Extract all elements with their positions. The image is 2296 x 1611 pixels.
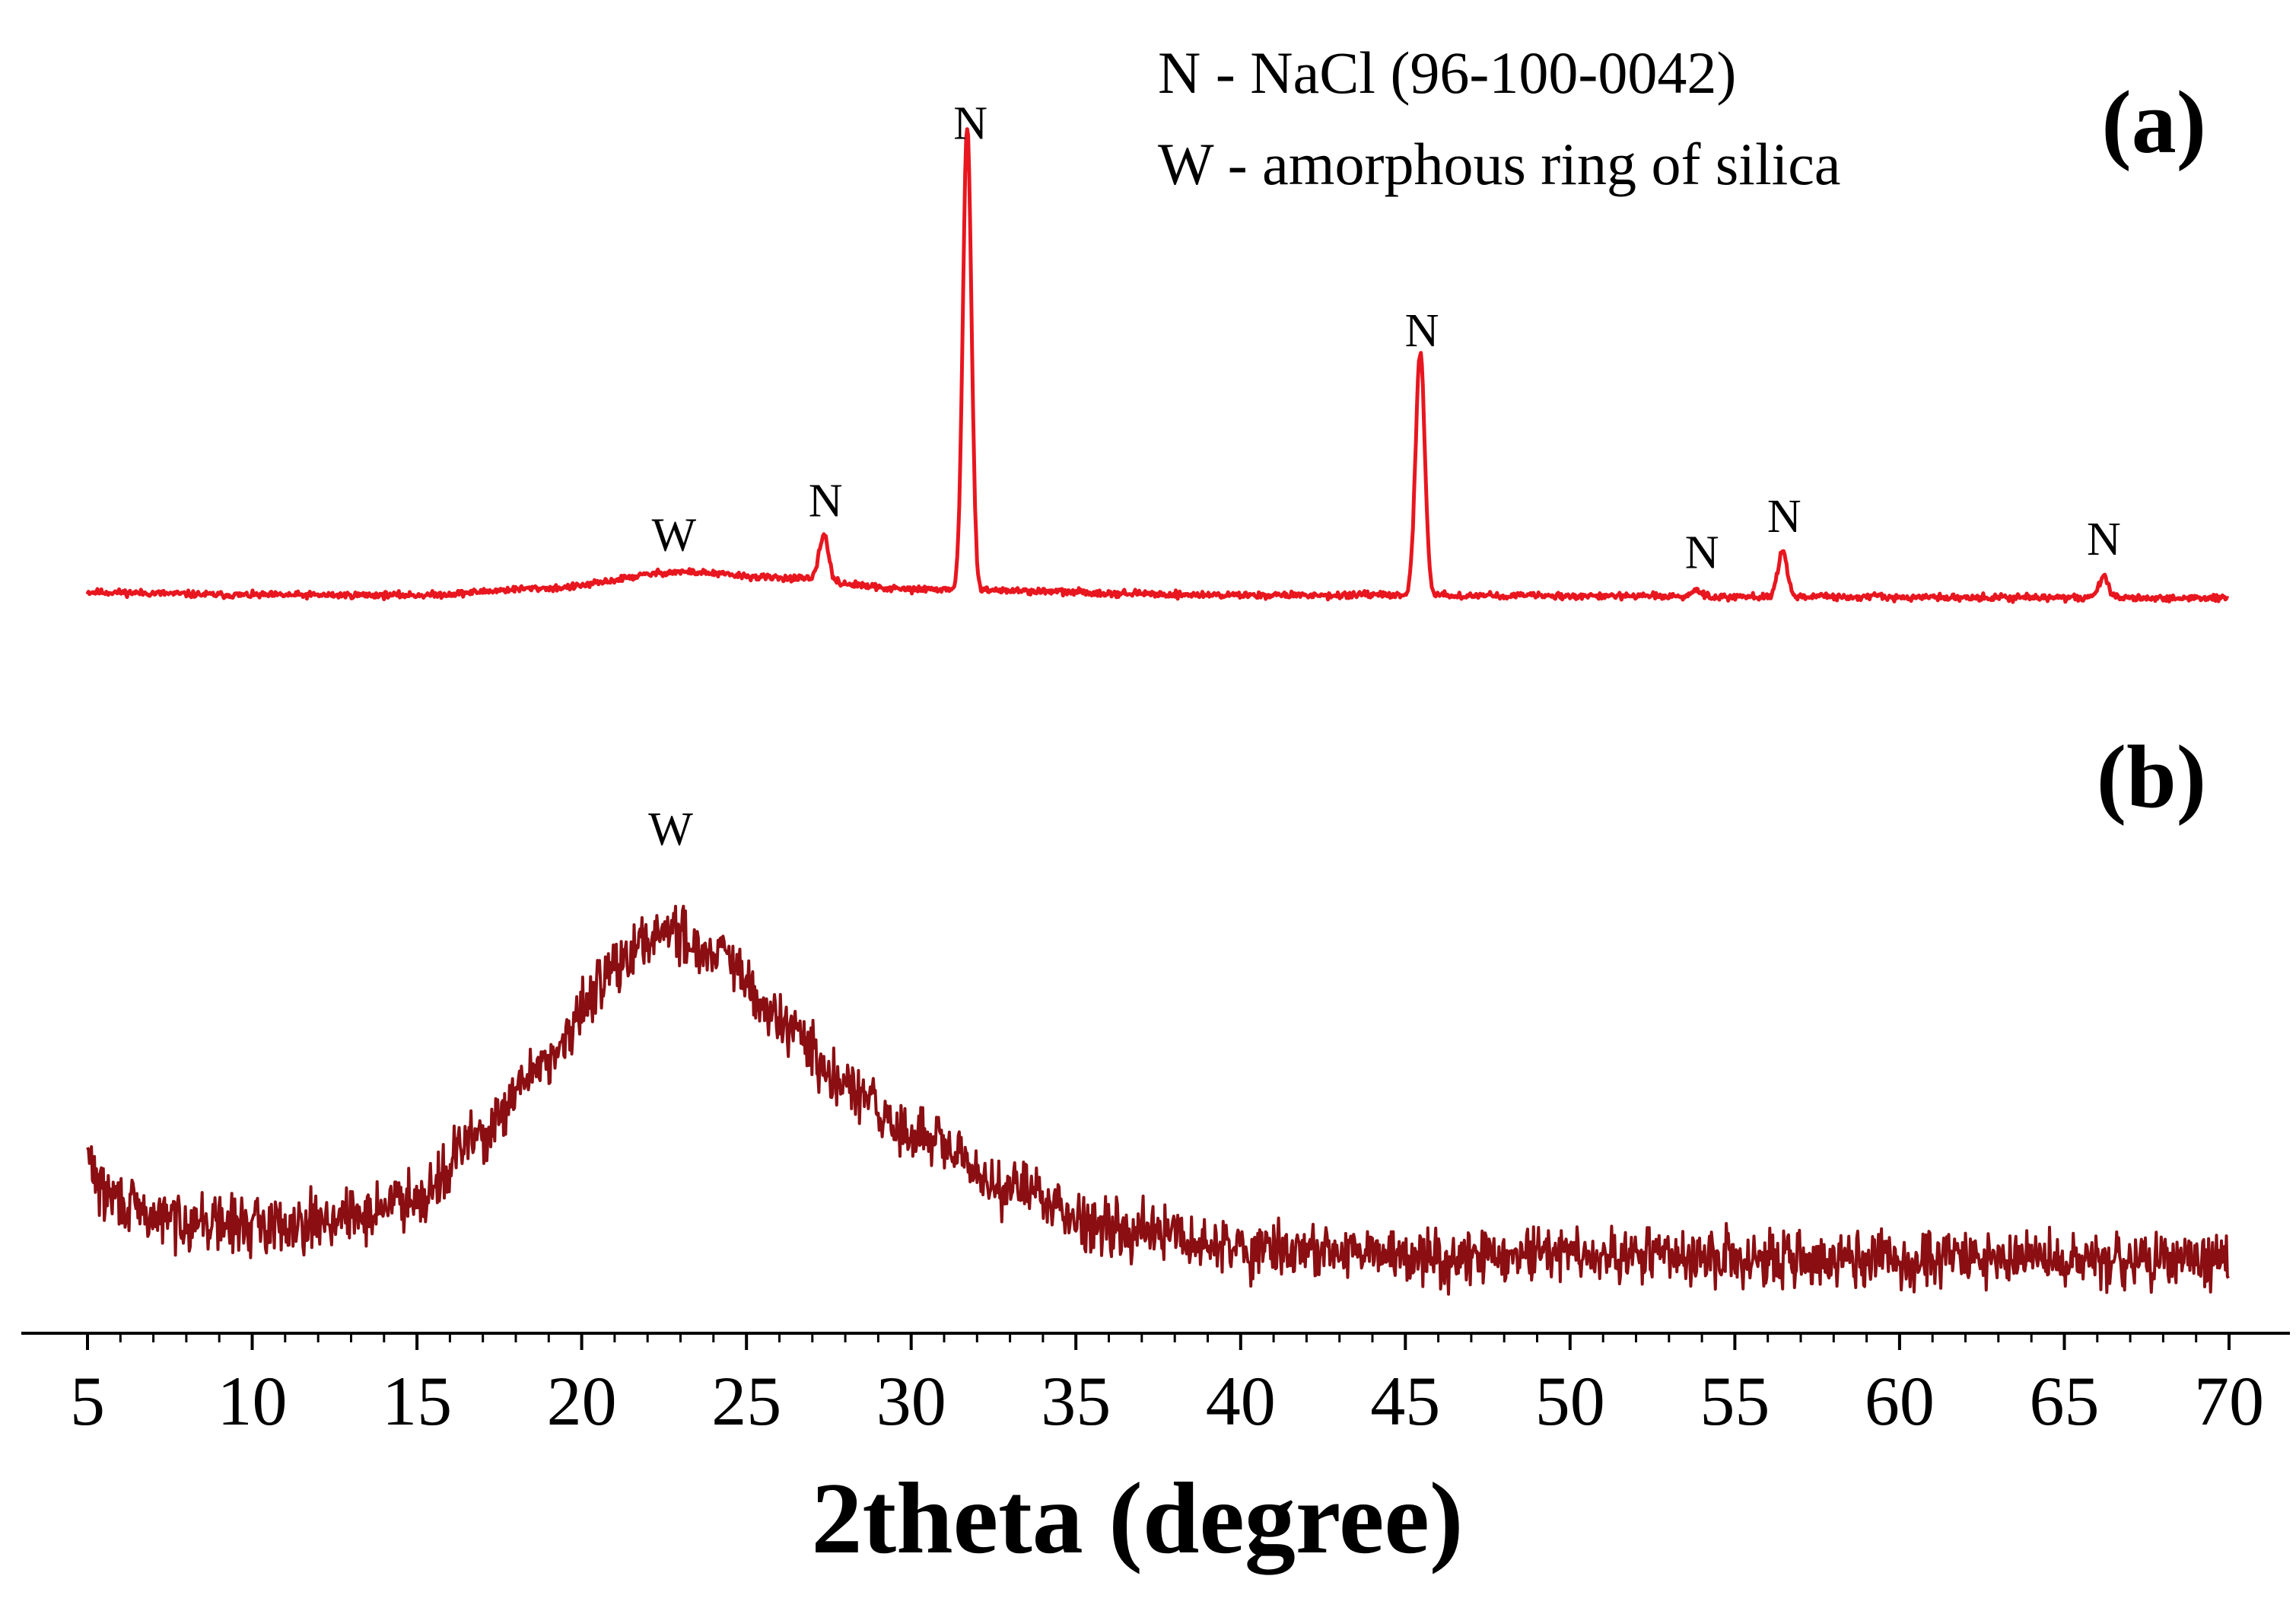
series-line-b — [86, 904, 2230, 1296]
series-line-a — [85, 127, 2230, 604]
x-tick-label-40: 40 — [1206, 1362, 1276, 1440]
x-axis-ticks — [86, 1333, 2231, 1350]
x-tick-label-30: 30 — [876, 1362, 946, 1440]
peak-label-a-1: N — [809, 475, 843, 527]
peak-label-a-3: N — [1405, 305, 1439, 357]
x-tick-label-50: 50 — [1535, 1362, 1605, 1440]
peak-label-a-0: W — [652, 510, 697, 562]
series-b-group — [86, 904, 2230, 1296]
x-tick-label-35: 35 — [1041, 1362, 1111, 1440]
x-axis-title: 2theta (degree) — [812, 1462, 1464, 1575]
x-tick-label-25: 25 — [711, 1362, 781, 1440]
peak-label-a-5: N — [1767, 491, 1802, 543]
panel-label-b: (b) — [2097, 727, 2206, 826]
legend-entry-nacl: N - NaCl (96-100-0042) — [1158, 40, 1736, 106]
peak-label-a-4: N — [1685, 527, 1719, 579]
legend-entry-silica: W - amorphous ring of silica — [1158, 131, 1841, 197]
peak-label-b-0: W — [648, 804, 693, 855]
legend: N - NaCl (96-100-0042) W - amorphous rin… — [1158, 40, 1841, 197]
x-tick-label-10: 10 — [218, 1362, 288, 1440]
peak-label-a-6: N — [2087, 514, 2121, 565]
x-tick-label-70: 70 — [2194, 1362, 2264, 1440]
panel-label-a: (a) — [2101, 72, 2206, 172]
peak-label-a-2: N — [953, 97, 987, 149]
x-axis-tick-labels: 5 10 15 20 25 30 35 40 45 50 55 60 65 70 — [70, 1362, 2264, 1440]
x-tick-label-5: 5 — [70, 1362, 105, 1440]
x-tick-label-65: 65 — [2030, 1362, 2100, 1440]
x-tick-label-55: 55 — [1700, 1362, 1770, 1440]
x-tick-label-20: 20 — [547, 1362, 617, 1440]
x-tick-label-60: 60 — [1865, 1362, 1935, 1440]
x-tick-label-45: 45 — [1370, 1362, 1440, 1440]
series-a-group — [85, 127, 2230, 604]
x-tick-label-15: 15 — [382, 1362, 452, 1440]
